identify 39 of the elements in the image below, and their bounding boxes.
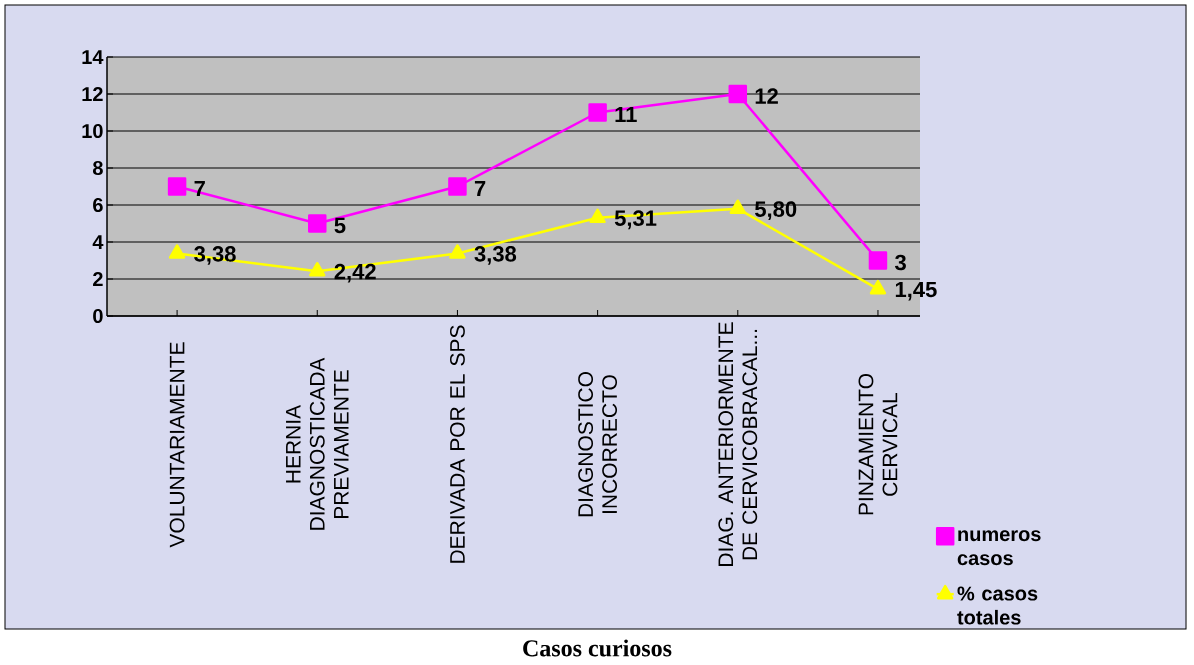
y-tick-label: 10: [82, 123, 103, 139]
data-label: 1,45: [895, 281, 937, 301]
y-tick-label: 14: [82, 50, 104, 64]
data-label: 5: [334, 217, 346, 234]
y-tick-label: 0: [93, 308, 103, 324]
data-label: 5,80: [754, 201, 797, 221]
point: [588, 103, 607, 122]
point: [168, 244, 186, 259]
point: [308, 214, 327, 233]
point: [167, 177, 187, 196]
data-label: 12: [755, 88, 778, 104]
point: [309, 261, 326, 277]
point: [869, 279, 887, 295]
text: Casos curiosos: [523, 639, 672, 657]
x-tick-label: DIAG. ANTERIORMENTE DE CERVICOBRACAL...: [718, 322, 758, 566]
data-label: 2,42: [334, 263, 376, 283]
point: [868, 251, 888, 270]
y-tick-label: 8: [92, 160, 103, 176]
x-tick-label: DERIVADA POR EL SPS: [450, 325, 465, 563]
x-tick-label: VOLUNTARIAMENTE: [169, 342, 185, 548]
point: [449, 244, 466, 259]
data-label: 3,38: [474, 246, 517, 265]
legend-label: % casos totales: [957, 586, 1038, 625]
y-tick-label: 4: [92, 235, 104, 249]
legend-label: numeros casos: [957, 530, 1041, 566]
data-label: 11: [615, 106, 637, 123]
point: [589, 208, 606, 224]
y-tick-label: 6: [93, 197, 103, 213]
data-label: 7: [474, 180, 486, 197]
point: [728, 84, 748, 104]
y-tick-label: 12: [82, 87, 103, 101]
y-tick-label: 2: [93, 272, 103, 286]
x-tick-label: DIAGNOSTICO INCORRECTO: [578, 372, 618, 517]
x-tick-label: PINZAMIENTO CERVICAL: [858, 373, 898, 515]
point: [729, 199, 746, 214]
x-tick-label: HERNIA DIAGNOSTICADA PREVIAMENTE: [286, 357, 349, 530]
data-label: 5,31: [614, 210, 657, 230]
point: [448, 177, 467, 196]
data-label: 3: [894, 254, 906, 271]
